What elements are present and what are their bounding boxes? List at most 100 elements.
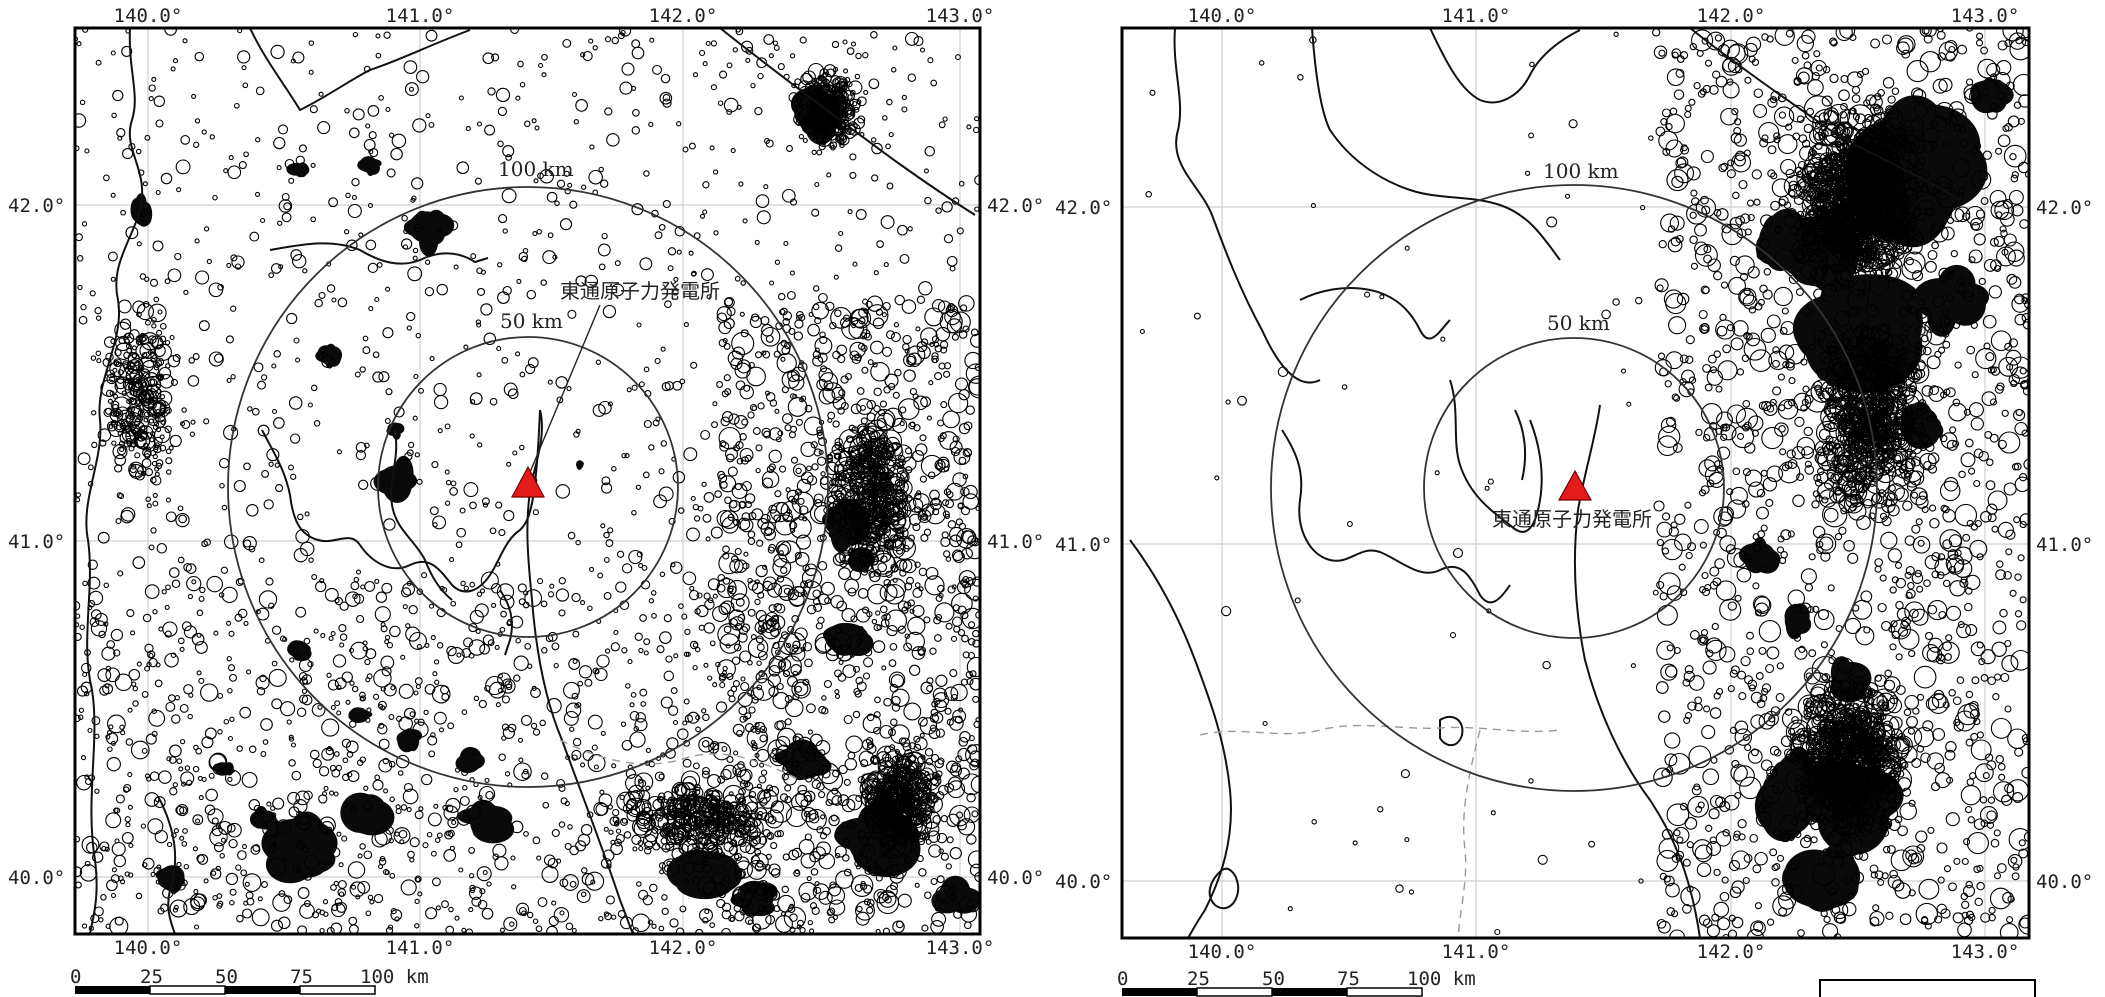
earthquake-circle (765, 334, 774, 343)
earthquake-circle (692, 860, 705, 873)
earthquake-circle (496, 346, 502, 352)
earthquake-circle (722, 577, 731, 585)
earthquake-circle (502, 285, 512, 296)
earthquake-circle (664, 300, 672, 309)
earthquake-circle (866, 713, 875, 722)
earthquake-circle (942, 499, 950, 507)
earthquake-circle (275, 484, 284, 493)
earthquake-circle (736, 359, 751, 374)
earthquake-circle (252, 844, 261, 852)
earthquake-circle (942, 510, 950, 518)
earthquake-circle (187, 375, 200, 387)
earthquake-circle (117, 135, 123, 141)
earthquake-circle (677, 728, 689, 740)
earthquake-circle (886, 330, 895, 340)
earthquake-circle (333, 880, 339, 887)
earthquake-circle (86, 841, 98, 854)
earthquake-circle (719, 70, 728, 79)
earthquake-circle (960, 678, 969, 686)
earthquake-circle (480, 571, 499, 590)
earthquake-circle (885, 884, 898, 898)
earthquake-circle (788, 495, 796, 503)
earthquake-circle (774, 408, 780, 414)
earthquake-circle (441, 900, 449, 909)
earthquake-circle (217, 729, 223, 735)
earthquake-circle (818, 113, 826, 121)
earthquake-circle (740, 676, 746, 682)
earthquake-circle (477, 794, 483, 800)
earthquake-circle (359, 366, 366, 373)
earthquake-circle (895, 547, 904, 555)
earthquake-circle (317, 704, 323, 710)
earthquake-circle (866, 743, 877, 754)
earthquake-circle (845, 435, 854, 443)
earthquake-circle (662, 199, 671, 209)
earthquake-circle (654, 357, 661, 365)
earthquake-circle (564, 842, 572, 850)
earthquake-circle (873, 405, 881, 413)
earthquake-circle (606, 133, 620, 147)
earthquake-circle (673, 815, 688, 830)
earthquake-circle (189, 431, 196, 437)
earthquake-circle (914, 492, 922, 500)
earthquake-circle (159, 394, 166, 400)
earthquake-circle (409, 711, 416, 717)
earthquake-circle (711, 421, 718, 429)
earthquake-circle (171, 579, 181, 589)
earthquake-circle (556, 778, 566, 788)
earthquake-circle (718, 602, 731, 616)
earthquake-circle (140, 351, 158, 368)
earthquake-circle (623, 831, 632, 839)
earthquake-circle (580, 824, 593, 836)
earthquake-circle (468, 886, 483, 900)
earthquake-circle (738, 181, 744, 187)
earthquake-circle (702, 209, 708, 215)
earthquake-circle (965, 540, 980, 560)
earthquake-circle (945, 304, 959, 318)
earthquake-circle (602, 849, 615, 862)
earthquake-circle (257, 380, 266, 390)
seismic-cluster (358, 801, 384, 828)
earthquake-circle (498, 529, 506, 537)
earthquake-circle (322, 899, 329, 905)
earthquake-circle (795, 119, 802, 126)
earthquake-circle (143, 411, 150, 418)
left-coastline (85, 28, 976, 934)
earthquake-circle (239, 706, 252, 719)
earthquake-circle (847, 751, 856, 760)
earthquake-circle (846, 127, 852, 133)
earthquake-circle (503, 510, 515, 522)
earthquake-circle (831, 40, 840, 49)
earthquake-circle (938, 362, 946, 370)
earthquake-circle (101, 646, 116, 661)
earthquake-circle (517, 583, 527, 593)
earthquake-circle (436, 227, 442, 233)
earthquake-circle (820, 86, 826, 92)
earthquake-circle (203, 226, 210, 232)
earthquake-circle (153, 296, 160, 303)
earthquake-circle (707, 597, 714, 604)
earthquake-circle (888, 671, 906, 689)
earthquake-circle (226, 262, 232, 268)
earthquake-circle (271, 625, 282, 635)
earthquake-circle (945, 482, 964, 501)
earthquake-circle (958, 896, 974, 912)
earthquake-circle (380, 625, 388, 633)
earthquake-circle (812, 883, 830, 900)
earthquake-circle (791, 679, 811, 699)
earthquake-circle (889, 642, 898, 651)
earthquake-circle (302, 846, 310, 854)
earthquake-circle (115, 518, 122, 525)
earthquake-circle (639, 688, 648, 697)
earthquake-circle (719, 633, 741, 654)
earthquake-circle (263, 499, 274, 510)
earthquake-circle (696, 604, 709, 618)
earthquake-circle (818, 852, 836, 870)
earthquake-circle (880, 457, 888, 465)
earthquake-circle (404, 452, 413, 461)
earthquake-circle (786, 643, 792, 649)
earthquake-circle (378, 371, 390, 383)
earthquake-circle (969, 863, 980, 877)
earthquake-circle (747, 919, 753, 925)
earthquake-circle (642, 895, 653, 906)
